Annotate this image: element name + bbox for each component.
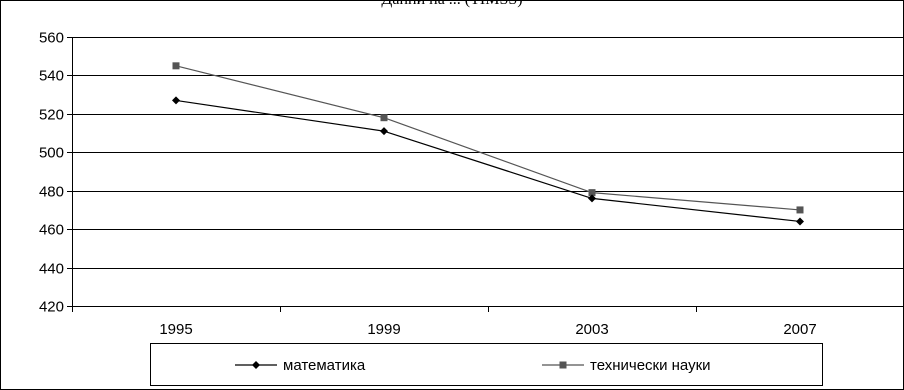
series-2-point	[172, 62, 180, 70]
series-1-point	[588, 194, 596, 203]
y-tick-label: 460	[39, 222, 64, 239]
y-tick-label: 440	[39, 261, 64, 278]
y-tick-label: 520	[39, 107, 64, 124]
series-line-1	[175, 99, 801, 223]
series-2-point	[796, 206, 804, 214]
legend-marker-1	[252, 361, 260, 369]
series-2-point	[588, 189, 596, 197]
series-1-point	[172, 96, 180, 105]
x-tick-label: 1999	[367, 321, 400, 338]
legend-label-1: математика	[283, 357, 366, 374]
y-tick-label: 540	[39, 68, 64, 85]
series-2-point	[380, 114, 388, 122]
y-tick-label: 420	[39, 299, 64, 316]
legend-marker-2	[559, 361, 567, 369]
x-tick-label: 2003	[575, 321, 608, 338]
legend-label-2: технически науки	[590, 357, 711, 374]
y-tick-label: 480	[39, 184, 64, 201]
series-1-point	[796, 217, 804, 226]
y-tick-label: 560	[39, 30, 64, 47]
series-1-point	[380, 127, 388, 136]
y-tick-label: 500	[39, 145, 64, 162]
x-tick-label: 1995	[159, 321, 192, 338]
x-tick-label: 2007	[783, 321, 816, 338]
chart-title: Данни на ... (TIMSS)	[0, 0, 904, 9]
series-line-2	[175, 65, 801, 211]
